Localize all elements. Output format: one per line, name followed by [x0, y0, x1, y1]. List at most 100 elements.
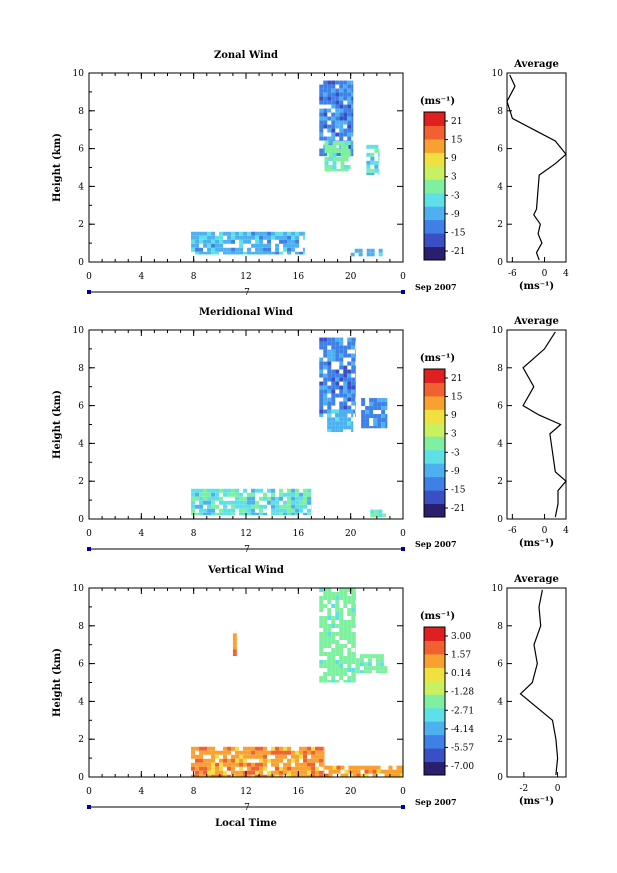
- heatmap-cell: [255, 488, 260, 493]
- heatmap-cell: [343, 401, 348, 406]
- heatmap-cell: [327, 429, 332, 433]
- heatmap-cell: [385, 426, 388, 429]
- heatmap-cell: [231, 488, 236, 493]
- heatmap-cell: [343, 672, 348, 676]
- heatmap-cell: [327, 660, 332, 664]
- colorbar-frame: [423, 368, 446, 518]
- y-axis-label: Height (km): [52, 133, 63, 202]
- heatmap-cell: [287, 746, 292, 751]
- heatmap-cell: [336, 141, 341, 146]
- heatmap-cell: [243, 500, 248, 505]
- heatmap-cell: [327, 361, 332, 366]
- colorbar-unit: (ms⁻¹): [420, 611, 455, 622]
- heatmap-cell: [335, 80, 340, 85]
- heatmap-cell: [319, 132, 324, 137]
- heatmap-cell: [364, 765, 369, 770]
- heatmap-cell: [259, 235, 264, 240]
- heatmap-cell: [319, 341, 324, 346]
- heatmap-cell: [303, 235, 305, 240]
- heatmap-cell: [347, 600, 352, 604]
- heatmap-cell: [343, 84, 348, 89]
- heatmap-cell: [343, 413, 348, 418]
- average-x-tick-label: 0: [542, 269, 548, 279]
- heatmap-cell: [271, 774, 276, 777]
- colorbar-swatch: [424, 246, 445, 261]
- heatmap-cell: [347, 116, 352, 121]
- heatmap-cell: [251, 770, 256, 775]
- heatmap-cell: [191, 500, 196, 505]
- x-tick-label: 8: [191, 529, 197, 539]
- heatmap-cell: [232, 641, 237, 646]
- heatmap-cell: [303, 746, 308, 751]
- heatmap-cell: [347, 84, 352, 89]
- colorbar-tick-label: -15: [451, 228, 466, 238]
- heatmap-cell: [339, 88, 344, 93]
- heatmap-cell: [347, 656, 352, 660]
- day-label: 7: [244, 288, 250, 298]
- heatmap-cell: [223, 231, 228, 236]
- heatmap-cell: [335, 353, 340, 358]
- average-title: Average: [513, 574, 559, 585]
- heatmap-cell: [382, 513, 386, 518]
- heatmap-cell: [319, 136, 324, 141]
- heatmap-cell: [315, 766, 320, 771]
- heatmap-cell: [275, 496, 280, 501]
- heatmap-cell: [211, 750, 216, 755]
- heatmap-cell: [215, 774, 220, 777]
- heatmap-cell: [347, 377, 352, 382]
- heatmap-cell: [355, 672, 356, 676]
- heatmap-cell: [379, 666, 384, 671]
- heatmap-cell: [275, 247, 280, 252]
- heatmap-cell: [335, 608, 340, 612]
- heatmap-cell: [351, 385, 356, 390]
- heatmap-cell: [381, 398, 386, 403]
- heatmap-cell: [191, 504, 196, 509]
- heatmap-cell: [351, 108, 354, 113]
- heatmap-cell: [355, 652, 356, 656]
- heatmap-cell: [343, 108, 348, 113]
- heatmap-cell: [255, 512, 260, 516]
- heatmap-cell: [247, 750, 252, 755]
- heatmap-cell: [319, 393, 324, 398]
- heatmap-cell: [271, 235, 276, 240]
- heatmap-cell: [211, 770, 216, 775]
- heatmap-cell: [339, 636, 344, 640]
- heatmap-cell: [287, 488, 292, 493]
- heatmap-cell: [319, 96, 324, 101]
- heatmap-cell: [191, 746, 196, 751]
- heatmap-cell: [271, 746, 276, 751]
- heatmap-cell: [359, 670, 364, 674]
- heatmap-cell: [347, 640, 352, 644]
- heatmap-cell: [287, 512, 292, 516]
- heatmap-cell: [372, 769, 377, 774]
- heatmap-cell: [351, 345, 356, 350]
- heatmap-cell: [327, 425, 332, 430]
- heatmap-cell: [360, 765, 365, 770]
- heatmap-cell: [203, 762, 208, 767]
- heatmap-cell: [303, 770, 308, 775]
- heatmap-cell: [339, 648, 344, 652]
- heatmap-cell: [352, 765, 357, 770]
- heatmap-cell: [335, 92, 340, 97]
- heatmap-region: [324, 765, 403, 777]
- heatmap-cell: [319, 100, 324, 105]
- heatmap-cell: [335, 664, 340, 668]
- heatmap-cell: [203, 492, 208, 497]
- heatmap-cell: [323, 680, 328, 683]
- heatmap-cell: [347, 104, 352, 109]
- heatmap-cell: [335, 381, 340, 386]
- heatmap-cell: [195, 504, 200, 509]
- heatmap-cell: [319, 750, 324, 755]
- heatmap-cell: [331, 88, 336, 93]
- heatmap-cell: [355, 353, 356, 358]
- heatmap-cell: [327, 409, 332, 414]
- heatmap-cell: [235, 770, 240, 775]
- y-axis-label: Height (km): [52, 648, 63, 717]
- heatmap-cell: [339, 616, 344, 620]
- heatmap-cell: [347, 337, 352, 342]
- heatmap-cell: [351, 381, 356, 386]
- heatmap-cell: [396, 769, 401, 774]
- heatmap-cell: [323, 640, 328, 644]
- heatmap-cell: [271, 488, 276, 493]
